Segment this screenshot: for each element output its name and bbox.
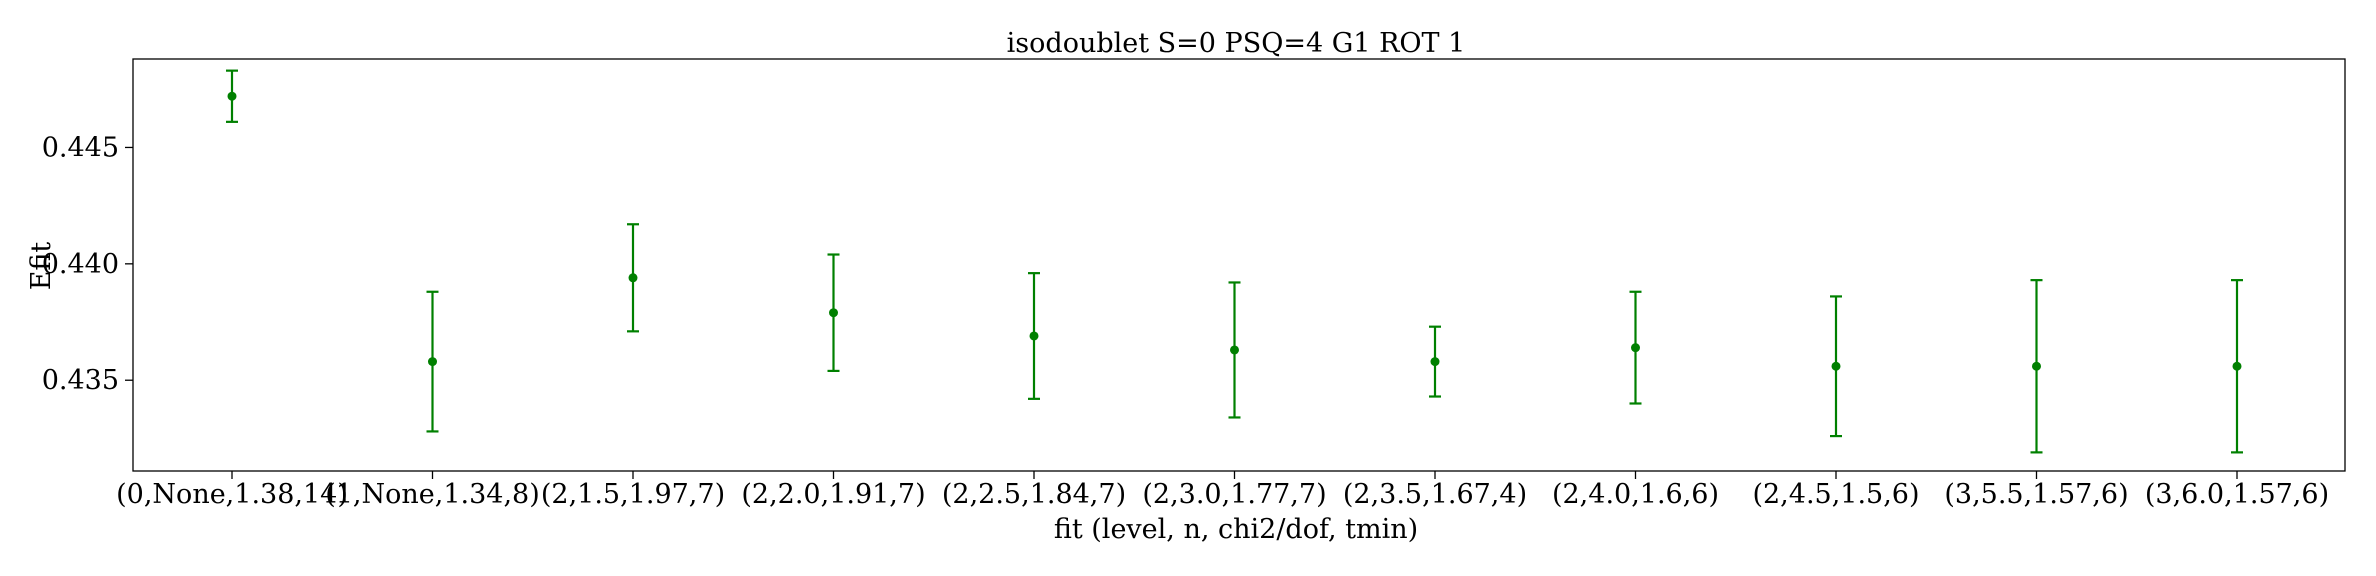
data-point (1831, 361, 1841, 371)
data-points (227, 91, 2242, 371)
x-tick-label: (2,1.5,1.97,7) (541, 479, 725, 510)
x-tick-label: (0,None,1.38,14) (116, 479, 348, 510)
chart-title: isodoublet S=0 PSQ=4 G1 ROT 1 (1007, 28, 1466, 59)
x-tick-label: (2,4.5,1.5,6) (1752, 479, 1919, 510)
data-point (227, 91, 237, 101)
data-point (1230, 345, 1239, 355)
data-point (1631, 343, 1640, 353)
y-tick-label: 0.445 (42, 132, 119, 163)
x-tick-label: (2,4.0,1.6,6) (1552, 479, 1719, 510)
y-tick-label: 0.440 (42, 249, 119, 280)
x-tick-label: (2,2.5,1.84,7) (942, 479, 1126, 510)
data-point (2232, 361, 2242, 371)
data-point (2032, 361, 2041, 371)
x-tick-label: (2,3.5,1.67,4) (1343, 479, 1527, 510)
x-axis-ticks: (0,None,1.38,14)(1,None,1.34,8) (2,1.5,1.… (116, 471, 2329, 510)
error-bars (226, 69, 2243, 454)
data-point (829, 308, 838, 318)
x-tick-label: (3,5.5,1.57,6) (1944, 479, 2128, 510)
x-axis-label: fit (level, n, chi2/dof, tmin) (1054, 514, 1418, 545)
x-tick-label: (1,None,1.34,8) (325, 479, 540, 510)
y-axis-ticks: 0.435 0.440 0.445 (42, 132, 133, 396)
x-tick-label: (2,2.0,1.91,7) (741, 479, 925, 510)
y-axis-label: Efit (26, 242, 57, 291)
x-tick-label: (3,6.0,1.57,6) (2145, 479, 2329, 510)
x-tick-label: (2,3.0,1.77,7) (1142, 479, 1326, 510)
data-point (628, 273, 638, 283)
data-point (1430, 357, 1440, 367)
y-tick-label: 0.435 (42, 365, 119, 396)
data-point (428, 357, 437, 367)
data-point (1029, 331, 1039, 341)
plot-area (132, 58, 2346, 472)
